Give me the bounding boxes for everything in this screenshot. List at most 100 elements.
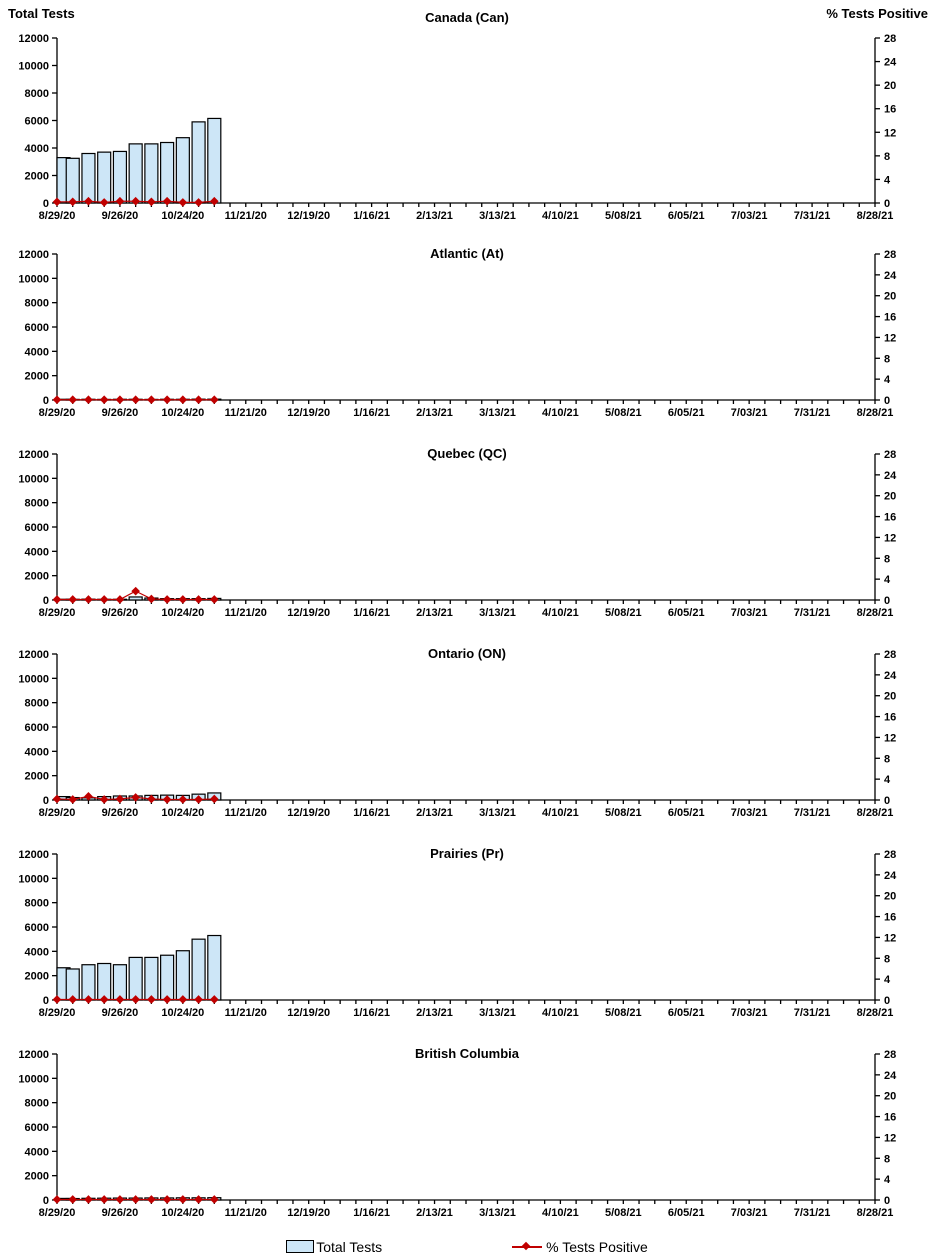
diamond-marker [131,995,140,1004]
x-axis-date-label: 2/13/21 [416,407,453,419]
chart-title-canada: Canada (Can) [425,10,509,25]
left-axis-tick-label: 6000 [25,116,49,128]
bar [144,143,159,204]
right-axis-tick-label: 4 [884,774,891,786]
right-axis-tick-label: 12 [884,332,896,344]
diamond-marker [99,795,109,804]
x-axis-date-label: 4/10/21 [542,1207,579,1219]
diamond-marker [178,995,188,1004]
left-axis-tick-label: 4000 [25,143,49,155]
chart-title-british-columbia: British Columbia [414,1046,519,1061]
diamond-marker [115,196,125,206]
chart-title-quebec: Quebec (QC) [427,446,507,461]
x-axis-date-label: 11/21/20 [225,407,267,419]
legend-item-total-tests: Total Tests [286,1239,382,1255]
left-axis-tick-label: 6000 [25,722,49,734]
right-axis-tick-label: 24 [884,1070,897,1082]
left-axis-tick-label: 0 [43,198,49,210]
left-axis-tick-label: 2000 [25,971,49,983]
diamond-marker [162,1195,172,1204]
x-axis-date-label: 8/28/21 [857,807,894,819]
x-axis-date-label: 6/05/21 [668,407,705,419]
right-axis-tick-label: 28 [884,1049,896,1061]
x-axis-date-label: 9/26/20 [102,1007,139,1019]
left-axis-tick-label: 0 [43,595,49,607]
diamond-marker [84,792,93,801]
x-axis-date-label: 8/29/20 [39,607,76,619]
pct-positive-series [52,196,219,207]
axes [52,253,880,404]
left-axis-tick-label: 10000 [18,273,49,285]
tick-labels: 0 2000 4000 6000 8000 10000 12000 0 4 8 12 16 20 24 28… [18,1049,897,1219]
x-axis-date-label: 3/13/21 [479,1007,516,1019]
left-axis-tick-label: 8000 [25,1098,49,1110]
right-axis-tick-label: 20 [884,891,896,903]
diamond-marker [194,595,203,604]
x-axis-date-label: 7/03/21 [731,607,768,619]
x-axis-date-label: 4/10/21 [542,407,579,419]
diamond-marker [52,197,62,207]
diamond-marker [68,1195,78,1204]
right-axis-tick-label: 28 [884,649,896,661]
right-axis-tick-label: 24 [884,270,897,282]
axes [52,653,880,804]
diamond-marker [131,196,140,206]
diamond-marker [162,395,172,405]
diamond-marker [210,995,219,1004]
x-axis-date-label: 5/08/21 [605,407,642,419]
bar [128,596,143,601]
chart-ontario: Ontario (ON) 0 2000 4000 6000 8000 10000 12000… [0,632,934,832]
diamond-marker [52,395,62,405]
x-axis-date-label: 2/13/21 [416,1207,453,1219]
x-axis-date-label: 2/13/21 [416,807,453,819]
x-axis-date-label: 9/26/20 [102,807,139,819]
x-axis-date-label: 6/05/21 [668,1007,705,1019]
diamond-marker [68,395,78,405]
bar [81,964,96,1001]
x-axis-date-label: 9/26/20 [102,210,139,222]
x-axis-date-label: 9/26/20 [102,607,139,619]
left-axis-tick-label: 0 [43,1195,49,1207]
left-axis-tick-label: 12000 [18,649,49,661]
left-axis-tick-label: 2000 [25,571,49,583]
chart-atlantic: Atlantic (At) 0 2000 4000 6000 8000 10000 1200… [0,232,934,432]
x-axis-date-label: 7/03/21 [731,407,768,419]
bar [81,152,96,204]
axes [52,453,880,604]
x-axis-date-label: 5/08/21 [605,1007,642,1019]
bar [112,964,128,1001]
right-axis-tick-label: 4 [884,374,891,386]
x-axis-date-label: 8/28/21 [857,1207,894,1219]
diamond-marker [52,995,62,1004]
x-axis-date-label: 7/31/21 [794,1007,831,1019]
diamond-marker [131,586,140,596]
plot-ontario: 0 2000 4000 6000 8000 10000 12000 0 4 8 12 16 20 24 28… [18,649,897,819]
x-axis-date-label: 7/03/21 [731,807,768,819]
x-axis-date-label: 11/21/20 [225,1007,267,1019]
tick-labels: 0 2000 4000 6000 8000 10000 12000 0 4 8 12 16 20 24 28… [18,849,897,1019]
x-axis-date-label: 10/24/20 [161,1207,204,1219]
x-axis-date-label: 12/19/20 [287,1007,330,1019]
x-axis-date-label: 11/21/20 [225,210,267,222]
x-axis-date-label: 9/26/20 [102,1207,139,1219]
tick-labels: 0 2000 4000 6000 8000 10000 12000 0 4 8 12 16 20 24 28… [18,249,897,419]
diamond-marker [68,795,78,804]
x-axis-date-label: 2/13/21 [416,607,453,619]
bar [160,954,175,1001]
chart-canada: Total Tests Canada (Can) % Tests Positiv… [0,0,934,232]
x-axis-date-label: 1/16/21 [353,1207,390,1219]
right-axis-tick-label: 8 [884,353,890,365]
x-axis-date-label: 5/08/21 [605,607,642,619]
x-axis-date-label: 5/08/21 [605,1207,642,1219]
diamond-marker [131,1195,140,1204]
x-axis-date-label: 9/26/20 [102,407,139,419]
right-axis-tick-label: 8 [884,953,890,965]
chart-british-columbia: British Columbia 0 2000 4000 6000 8000 10000 1… [0,1032,934,1232]
diamond-marker [131,793,140,802]
legend: Total Tests % Tests Positive [0,1234,934,1259]
left-axis-tick-label: 6000 [25,522,49,534]
left-axis-tick-label: 6000 [25,922,49,934]
left-axis-tick-label: 12000 [18,849,49,861]
x-axis-date-label: 6/05/21 [668,210,705,222]
left-axis-tick-label: 10000 [18,673,49,685]
